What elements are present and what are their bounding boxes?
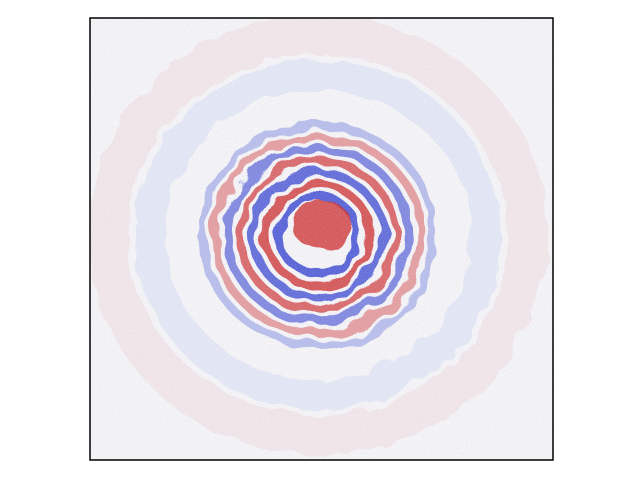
frame <box>89 17 554 461</box>
noise <box>90 18 553 460</box>
